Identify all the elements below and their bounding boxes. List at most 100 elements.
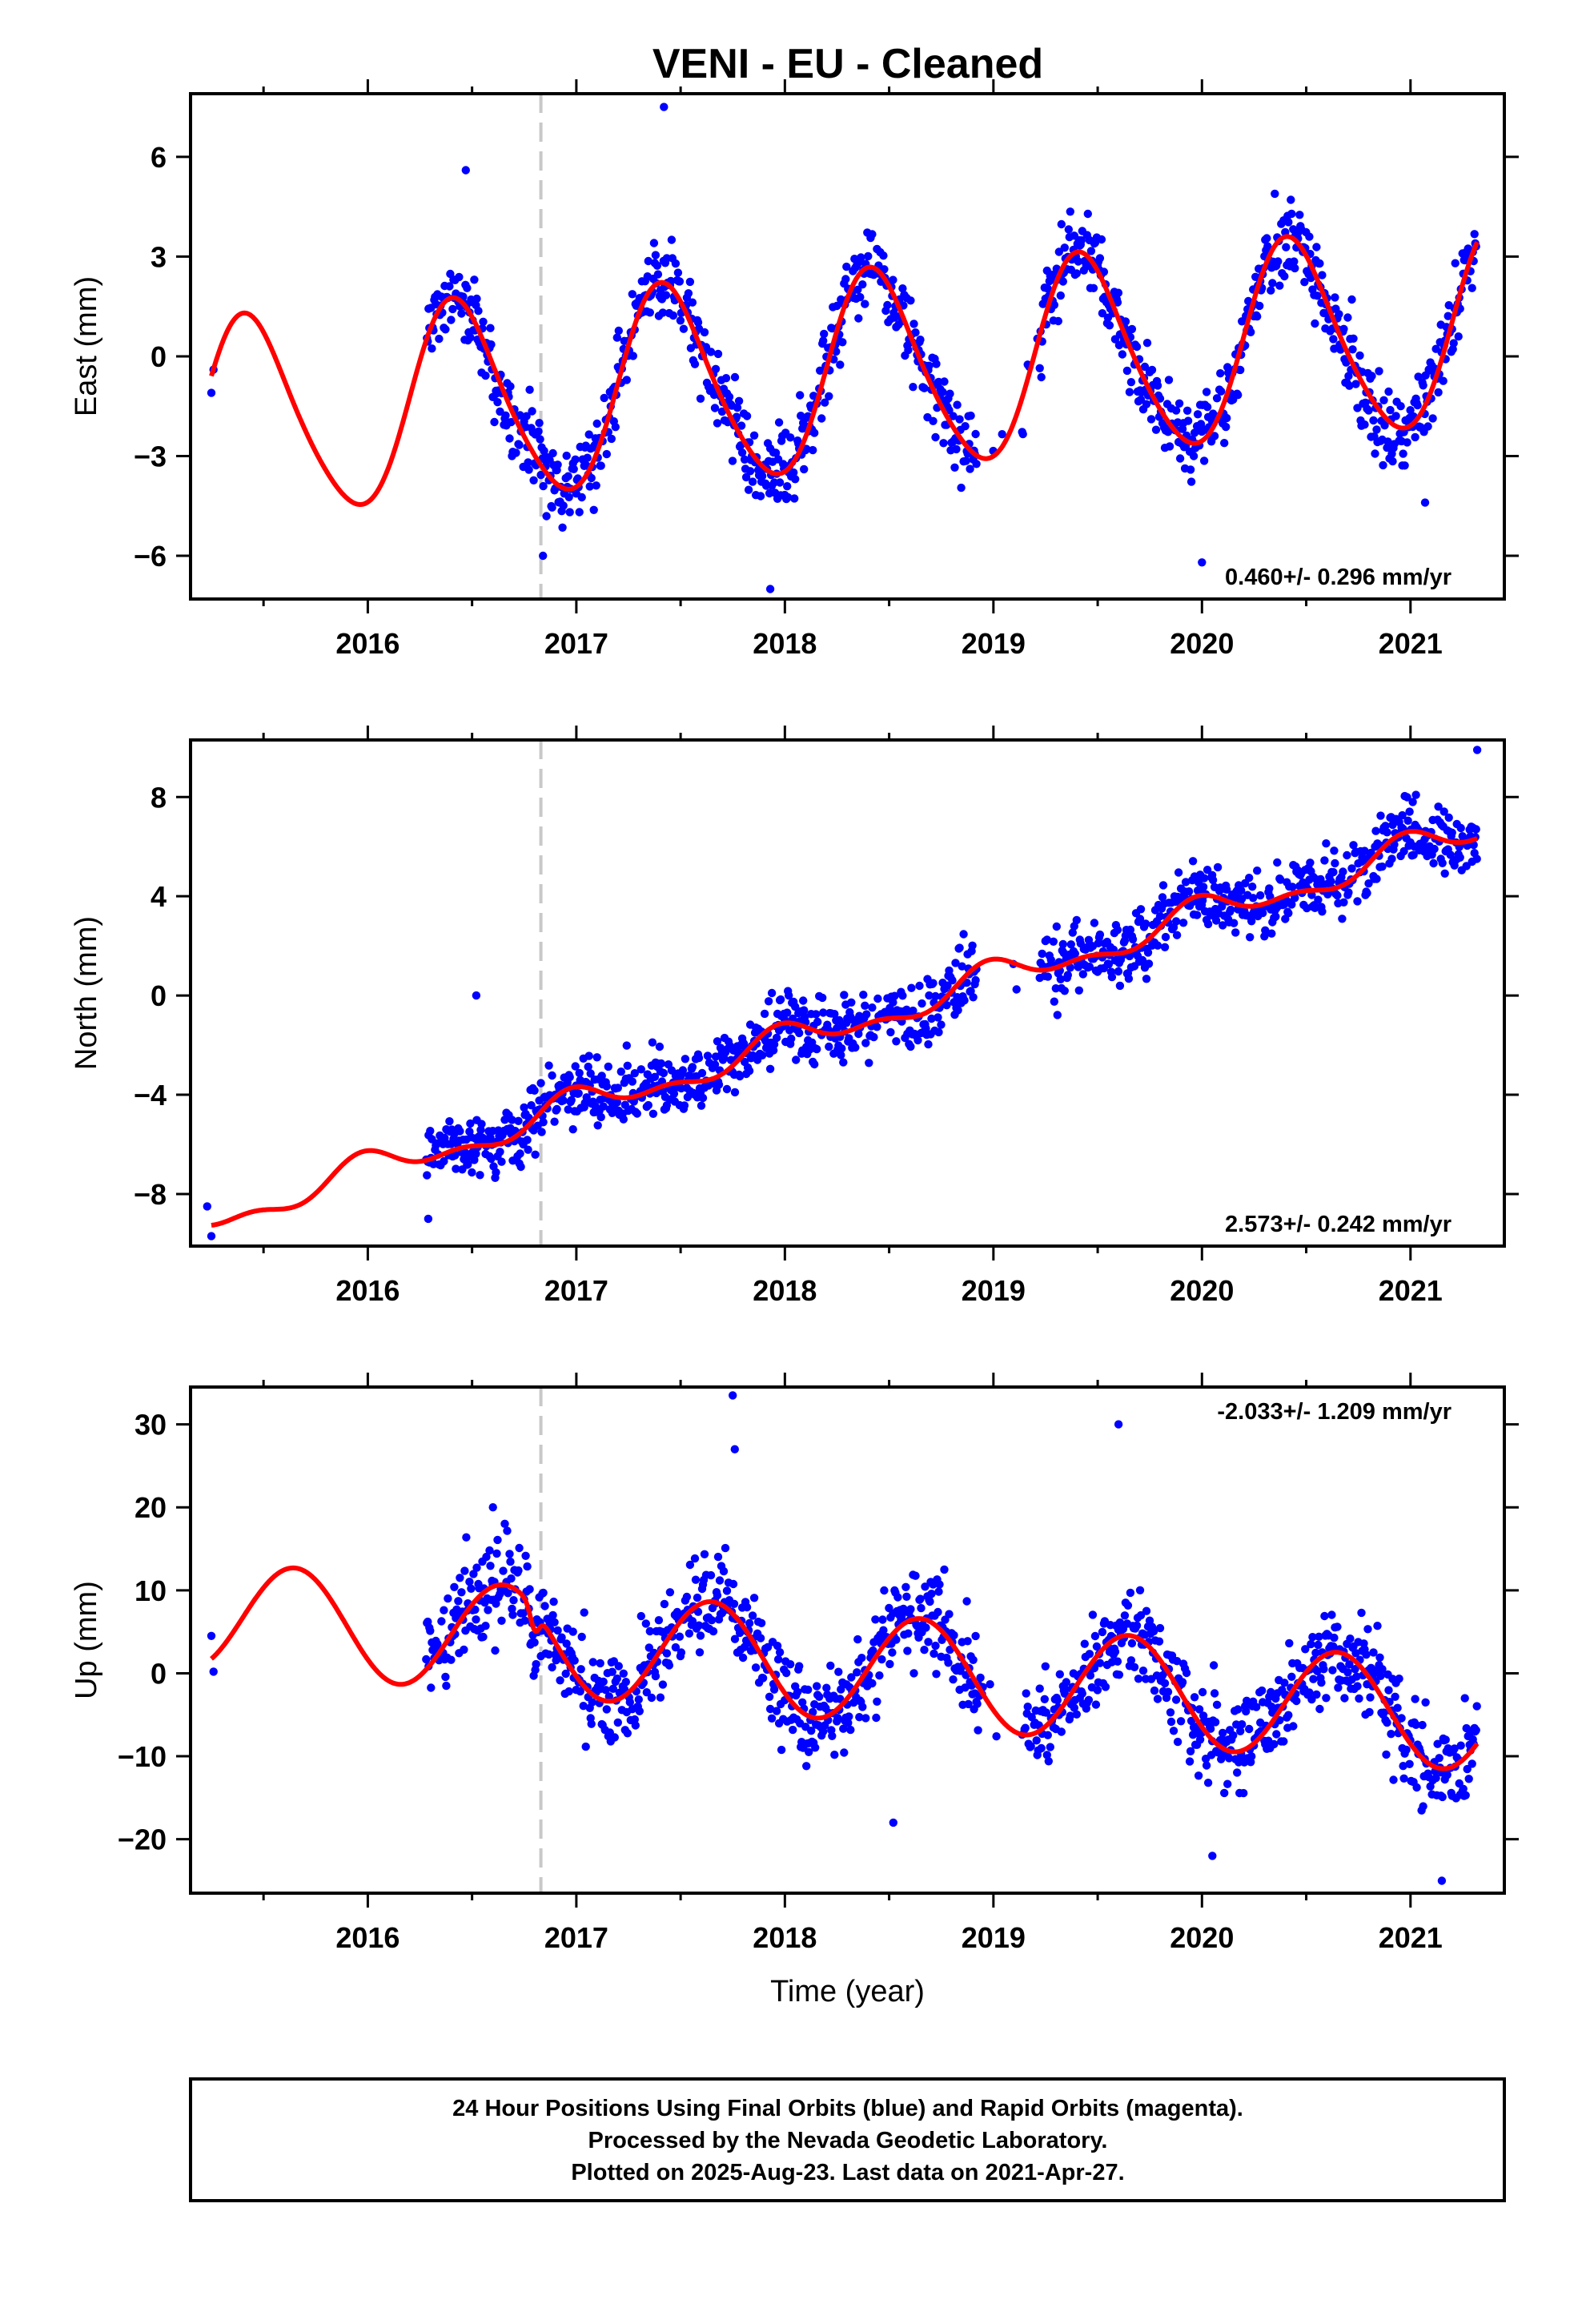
north-point: [795, 1028, 804, 1038]
north-outlier-point: [207, 1232, 216, 1240]
north-point: [1333, 891, 1342, 900]
up-point: [675, 1632, 685, 1641]
up-point: [570, 1656, 579, 1665]
east-point: [685, 277, 695, 287]
north-point: [886, 1027, 895, 1037]
east-point: [1037, 372, 1046, 382]
up-point: [775, 1648, 785, 1657]
east-point: [607, 434, 616, 444]
east-point: [535, 419, 544, 428]
up-point: [493, 1535, 502, 1545]
north-point: [735, 1072, 745, 1081]
east-point: [1329, 335, 1338, 344]
up-point: [844, 1719, 853, 1727]
up-point: [506, 1557, 515, 1566]
north-point: [1208, 875, 1218, 885]
east-point: [1203, 403, 1212, 412]
north-point: [969, 993, 978, 1002]
up-point: [1247, 1752, 1256, 1761]
up-point: [707, 1616, 717, 1625]
north-point: [925, 991, 934, 1000]
up-point: [1362, 1651, 1371, 1659]
east-point: [592, 419, 601, 428]
up-point: [525, 1585, 534, 1594]
east-point: [1403, 438, 1411, 447]
north-point: [958, 962, 966, 971]
north-point: [644, 1100, 652, 1110]
up-point: [1382, 1750, 1391, 1759]
east-point: [836, 360, 845, 369]
north-point: [1199, 874, 1209, 883]
up-point: [1383, 1718, 1391, 1727]
up-point: [644, 1643, 653, 1652]
up-point: [1459, 1784, 1468, 1793]
up-point: [549, 1597, 558, 1606]
north-point: [927, 1014, 936, 1023]
up-point: [1176, 1717, 1186, 1726]
north-ytick-label: −4: [134, 1079, 167, 1112]
north-point: [1172, 931, 1182, 939]
north-point: [571, 1062, 580, 1071]
north-point: [1372, 875, 1381, 883]
up-point: [599, 1677, 608, 1687]
north-point: [1072, 915, 1082, 925]
east-point: [661, 291, 671, 300]
north-point: [1472, 825, 1480, 834]
up-point: [924, 1638, 933, 1647]
up-model-curve: [210, 1565, 1480, 1771]
up-point: [1301, 1645, 1310, 1654]
east-point: [700, 328, 709, 337]
north-point: [818, 1008, 828, 1017]
up-point: [700, 1550, 709, 1559]
east-point: [730, 372, 740, 382]
up-point: [813, 1682, 821, 1691]
east-point: [1384, 387, 1393, 396]
east-point: [1171, 406, 1181, 415]
up-point: [1355, 1694, 1363, 1703]
east-point: [898, 284, 907, 293]
up-point: [1399, 1762, 1407, 1771]
up-point: [804, 1685, 813, 1695]
up-point: [1405, 1759, 1414, 1768]
east-point: [706, 348, 716, 356]
up-point: [601, 1686, 610, 1695]
up-point: [651, 1671, 661, 1681]
up-outlier-point: [730, 1445, 739, 1454]
east-point: [522, 412, 531, 420]
up-point: [1114, 1671, 1124, 1679]
north-point: [772, 1033, 781, 1043]
up-point: [786, 1660, 795, 1669]
up-point: [798, 1698, 807, 1707]
east-point: [802, 444, 811, 453]
east-point: [1043, 284, 1053, 293]
east-point: [675, 277, 685, 286]
north-point: [655, 1042, 665, 1051]
north-point: [681, 1055, 690, 1063]
up-point: [1312, 1690, 1321, 1699]
up-point: [1329, 1642, 1338, 1651]
east-point: [1335, 310, 1343, 319]
up-point: [877, 1655, 886, 1664]
up-point: [677, 1648, 686, 1657]
north-point: [697, 1101, 706, 1110]
north-point: [859, 991, 868, 999]
east-point: [1118, 350, 1127, 359]
east-point: [487, 340, 496, 349]
east-point: [565, 508, 574, 517]
up-point: [1308, 1633, 1317, 1642]
up-point: [472, 1615, 480, 1624]
east-point: [771, 448, 781, 457]
north-point: [584, 1062, 592, 1072]
up-point: [587, 1719, 596, 1728]
north-point: [1219, 921, 1227, 930]
north-point: [813, 1044, 821, 1054]
up-point: [1154, 1637, 1164, 1646]
east-point: [673, 268, 683, 277]
north-point: [1143, 948, 1153, 957]
east-point: [1343, 313, 1352, 322]
north-point: [764, 997, 773, 1006]
north-point: [865, 1059, 873, 1068]
north-ytick-label: 4: [151, 880, 167, 913]
east-point: [741, 472, 751, 482]
north-point: [1343, 850, 1351, 860]
